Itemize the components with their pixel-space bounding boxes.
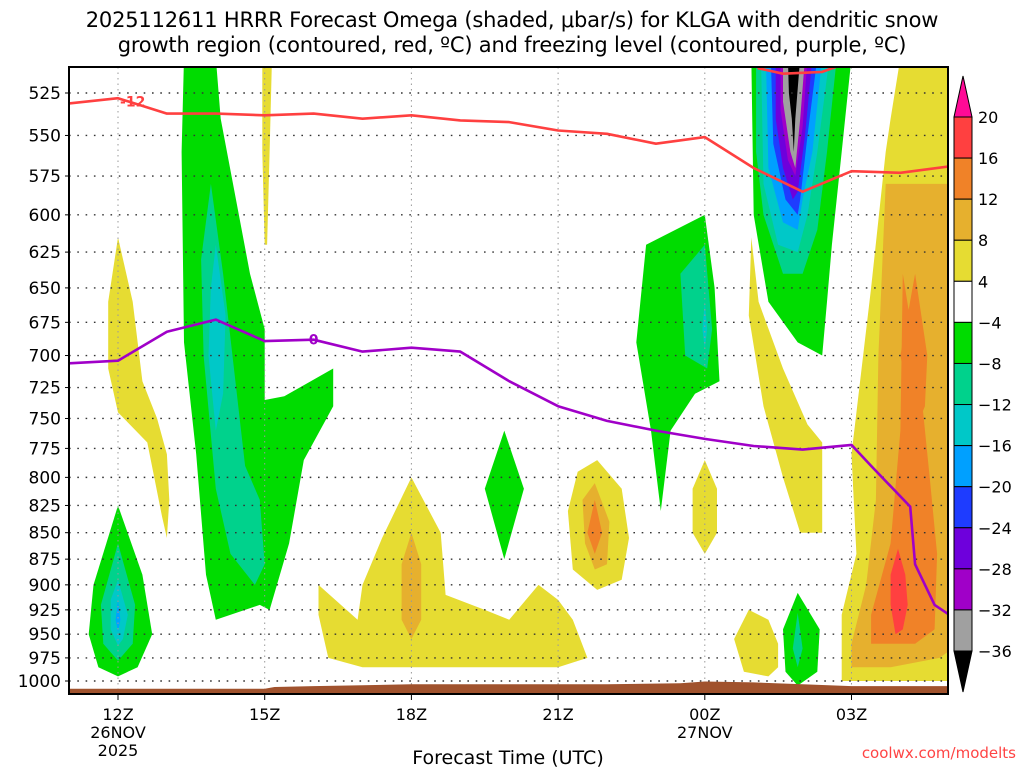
y-tick-label: 600 [29, 206, 61, 226]
colorbar-band [953, 568, 973, 611]
y-axis: 525 550 575 600 625 650 675 700 725 750 775 800 825 8… [18, 84, 69, 692]
colorbar-band [953, 198, 973, 241]
y-tick-label: 825 [29, 496, 61, 516]
omega-region-yellow-18z [318, 477, 588, 668]
colorbar-label: −12 [978, 396, 1012, 415]
colorbar-label: 20 [978, 108, 998, 127]
colorbar-extend-top [953, 75, 973, 118]
omega-region-gold-18z [401, 532, 422, 639]
y-tick-label: 850 [29, 524, 61, 544]
contour-label: -12 [120, 95, 145, 111]
y-tick-label: 725 [29, 379, 61, 399]
x-tick-date: 27NOV [677, 723, 733, 742]
y-tick-label: 800 [29, 468, 61, 488]
colorbar-band [953, 116, 973, 159]
colorbar-band [953, 486, 973, 529]
y-tick-label: 550 [29, 126, 61, 146]
x-tick-year: 2025 [98, 741, 139, 760]
x-axis-title: Forecast Time (UTC) [412, 747, 603, 768]
colorbar-label: 16 [978, 149, 998, 168]
x-tick-label: 18Z [396, 705, 427, 724]
x-tick-label: 15Z [249, 705, 280, 724]
omega-region-orange-right-upper [900, 273, 928, 431]
colorbar-band [953, 321, 973, 364]
y-tick-label: 625 [29, 243, 61, 263]
chart-title-line2: growth region (contoured, red, ºC) and f… [117, 33, 907, 57]
x-tick-label: 12Z [102, 705, 133, 724]
omega-region-teal-02z [792, 612, 803, 668]
y-tick-label: 750 [29, 409, 61, 429]
y-tick-label: 525 [29, 84, 61, 104]
omega-region-yellow-01z-low [734, 609, 779, 677]
omega-region-cyan-left [208, 244, 226, 431]
omega-region-sky-12z [115, 599, 121, 633]
colorbar-band [953, 239, 973, 282]
colorbar-extend-bottom [953, 650, 973, 693]
colorbar-label: 8 [978, 231, 988, 250]
omega-region-orange-22z [587, 499, 603, 554]
omega-region-red-right [890, 548, 908, 635]
colorbar-label: −24 [978, 519, 1012, 538]
contours: -12 0 [69, 67, 948, 616]
plot-frame [68, 66, 949, 695]
omega-region-yellow-sliver [262, 67, 272, 245]
colorbar-label: 4 [978, 272, 988, 291]
colorbar-label: −36 [978, 642, 1012, 661]
colorbar-label: −32 [978, 601, 1012, 620]
contour-line-1 [757, 67, 838, 75]
y-tick-label: 575 [29, 167, 61, 187]
y-tick-label: 675 [29, 313, 61, 333]
y-tick-label: 900 [29, 576, 61, 596]
colorbar-band [953, 445, 973, 488]
y-tick-label: 700 [29, 347, 61, 367]
colorbar-band [953, 362, 973, 406]
terrain [69, 681, 948, 694]
x-tick-label: 03Z [836, 705, 867, 724]
contour-line-2 [69, 318, 948, 616]
terrain-ground [69, 681, 948, 694]
x-tick-label: 21Z [542, 705, 573, 724]
y-tick-label: 1000 [18, 672, 61, 692]
colorbar-label: 12 [978, 190, 998, 209]
omega-region-upper-ascent-8 [788, 67, 800, 152]
omega-shading [88, 67, 948, 686]
x-tick-date: 26NOV [90, 723, 146, 742]
omega-region-yellow-01z [748, 237, 823, 533]
colorbar-band [953, 157, 973, 200]
omega-region-orange-right [871, 273, 938, 644]
colorbar: 20 16 12 8 4 −4 −8 −12 −16 −20 −24 −28 −32 −36 [953, 75, 1012, 693]
colorbar-label: −4 [978, 313, 1002, 332]
y-tick-label: 875 [29, 550, 61, 570]
y-tick-label: 925 [29, 601, 61, 621]
omega-region-cyan-23z [702, 301, 708, 349]
colorbar-label: −8 [978, 354, 1002, 373]
omega-region-yellow-12z [108, 237, 170, 538]
y-tick-label: 975 [29, 649, 61, 669]
chart-title: 2025112611 HRRR Forecast Omega (shaded, … [0, 8, 1024, 58]
colorbar-band [953, 404, 973, 447]
colorbar-band [953, 527, 973, 570]
contour-line-0 [69, 96, 948, 193]
colorbar-label: −28 [978, 560, 1012, 579]
omega-region-green-02z [783, 592, 820, 686]
credit-link[interactable]: coolwx.com/modelts [862, 744, 1016, 762]
y-tick-label: 950 [29, 625, 61, 645]
y-tick-label: 650 [29, 279, 61, 299]
omega-region-green-20z [484, 430, 524, 560]
colorbar-band [953, 280, 973, 323]
y-tick-label: 775 [29, 439, 61, 459]
grid [69, 67, 948, 694]
x-tick-label: 00Z [689, 705, 720, 724]
contour-label: 0 [309, 333, 319, 349]
colorbar-band [953, 609, 973, 652]
colorbar-label: −16 [978, 437, 1012, 456]
colorbar-label: −20 [978, 478, 1012, 497]
chart-title-line1: 2025112611 HRRR Forecast Omega (shaded, … [85, 8, 939, 32]
